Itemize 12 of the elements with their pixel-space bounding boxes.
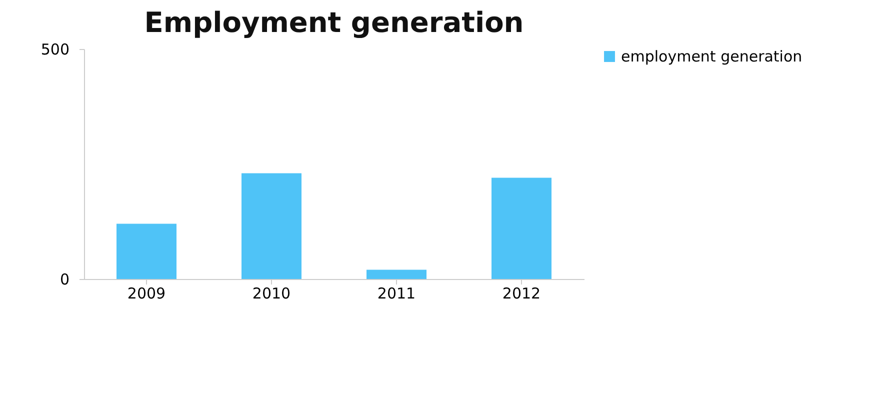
bar [366, 270, 426, 279]
y-tick-label: 0 [60, 270, 70, 288]
x-tick-label: 2009 [127, 284, 166, 302]
x-tick-label: 2011 [377, 284, 416, 302]
legend-label: employment generation [621, 48, 802, 66]
bar [492, 178, 552, 279]
bar [116, 224, 176, 279]
bar [242, 173, 302, 279]
x-tick-label: 2010 [252, 284, 291, 302]
x-tick-label: 2012 [502, 284, 541, 302]
chart-title: Employment generation [144, 6, 524, 39]
y-tick-label: 500 [40, 40, 70, 58]
